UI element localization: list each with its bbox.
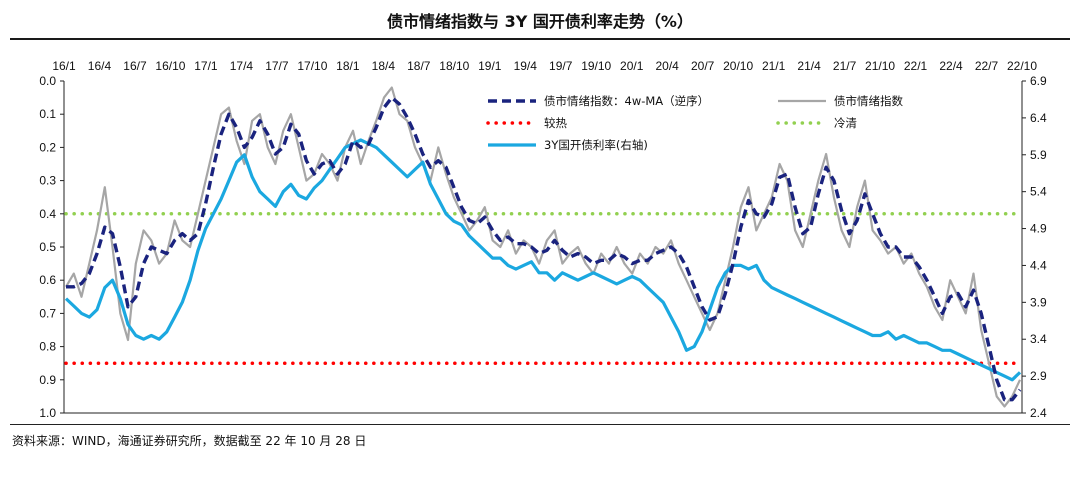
x-tick-label: 17/7 <box>265 59 289 73</box>
left-tick-label: 0.7 <box>39 306 56 320</box>
x-tick-label: 22/10 <box>1007 59 1037 73</box>
x-tick-label: 20/1 <box>620 59 644 73</box>
chart-title: 债市情绪指数与 3Y 国开债利率走势（%） <box>387 12 693 31</box>
x-tick-label: 16/10 <box>155 59 185 73</box>
right-tick-label: 5.9 <box>1030 148 1047 162</box>
left-tick-label: 0.9 <box>39 373 56 387</box>
x-tick-label: 16/1 <box>52 59 76 73</box>
footer-divider <box>10 424 1070 425</box>
x-tick-label: 20/4 <box>656 59 680 73</box>
x-tick-label: 19/4 <box>514 59 538 73</box>
x-tick-label: 19/1 <box>478 59 502 73</box>
right-tick-label: 2.4 <box>1030 406 1047 420</box>
legend-label: 冷清 <box>834 116 857 130</box>
x-tick-label: 17/10 <box>297 59 327 73</box>
right-tick-label: 5.4 <box>1030 185 1047 199</box>
x-tick-label: 16/7 <box>123 59 147 73</box>
left-tick-label: 1.0 <box>39 406 56 420</box>
x-tick-label: 17/4 <box>230 59 254 73</box>
chart-axes: 0.0 0.1 0.2 0.3 0.4 0.5 0.6 0.7 0.8 0.9 1.0 6.9 6.4 5… <box>39 59 1047 420</box>
legend-label: 债市情绪指数 <box>834 94 903 108</box>
left-tick-label: 0.3 <box>39 174 56 188</box>
x-tick-label: 18/1 <box>336 59 360 73</box>
legend-label: 3Y国开债利率(右轴) <box>544 138 648 152</box>
left-tick-label: 0.6 <box>39 273 56 287</box>
x-tick-label: 18/4 <box>372 59 396 73</box>
x-tick-label: 21/4 <box>797 59 821 73</box>
series-line-bond-yield <box>64 138 1022 382</box>
x-tick-label: 17/1 <box>194 59 218 73</box>
right-tick-label: 3.4 <box>1030 332 1047 346</box>
source-note: 资料来源：WIND，海通证券研究所，数据截至 22 年 10 月 28 日 <box>12 434 367 448</box>
x-tick-label: 22/1 <box>904 59 928 73</box>
left-tick-label: 0.8 <box>39 340 56 354</box>
x-tick-label: 22/7 <box>975 59 999 73</box>
reference-lines <box>64 212 1022 365</box>
series-line-raw <box>65 86 1021 408</box>
x-tick-label: 21/7 <box>833 59 857 73</box>
x-tick-label: 18/10 <box>439 59 469 73</box>
series-line-ma <box>66 95 1022 402</box>
title-divider <box>10 38 1070 40</box>
left-tick-label: 0.1 <box>39 107 56 121</box>
left-tick-label: 0.2 <box>39 140 56 154</box>
legend-label: 债市情绪指数：4w-MA（逆序） <box>544 94 709 108</box>
x-tick-label: 19/7 <box>549 59 573 73</box>
right-tick-label: 4.9 <box>1030 222 1047 236</box>
x-tick-label: 20/7 <box>691 59 715 73</box>
line-chart: 0.0 0.1 0.2 0.3 0.4 0.5 0.6 0.7 0.8 0.9 1.0 6.9 6.4 5… <box>39 59 1047 420</box>
right-tick-label: 6.4 <box>1030 111 1047 125</box>
x-tick-label: 21/10 <box>865 59 895 73</box>
right-tick-label: 2.9 <box>1030 369 1047 383</box>
plot-area <box>64 86 1022 408</box>
right-tick-label: 3.9 <box>1030 295 1047 309</box>
right-tick-label: 4.4 <box>1030 258 1047 272</box>
x-tick-label: 19/10 <box>581 59 611 73</box>
x-tick-label: 18/7 <box>407 59 431 73</box>
x-tick-label: 20/10 <box>723 59 753 73</box>
legend-label: 较热 <box>544 116 567 130</box>
left-tick-label: 0.5 <box>39 240 56 254</box>
left-tick-label: 0.0 <box>39 74 56 88</box>
x-tick-label: 22/4 <box>939 59 963 73</box>
x-tick-label: 16/4 <box>88 59 112 73</box>
x-tick-label: 21/1 <box>762 59 786 73</box>
right-tick-label: 6.9 <box>1030 74 1047 88</box>
left-tick-label: 0.4 <box>39 207 56 221</box>
